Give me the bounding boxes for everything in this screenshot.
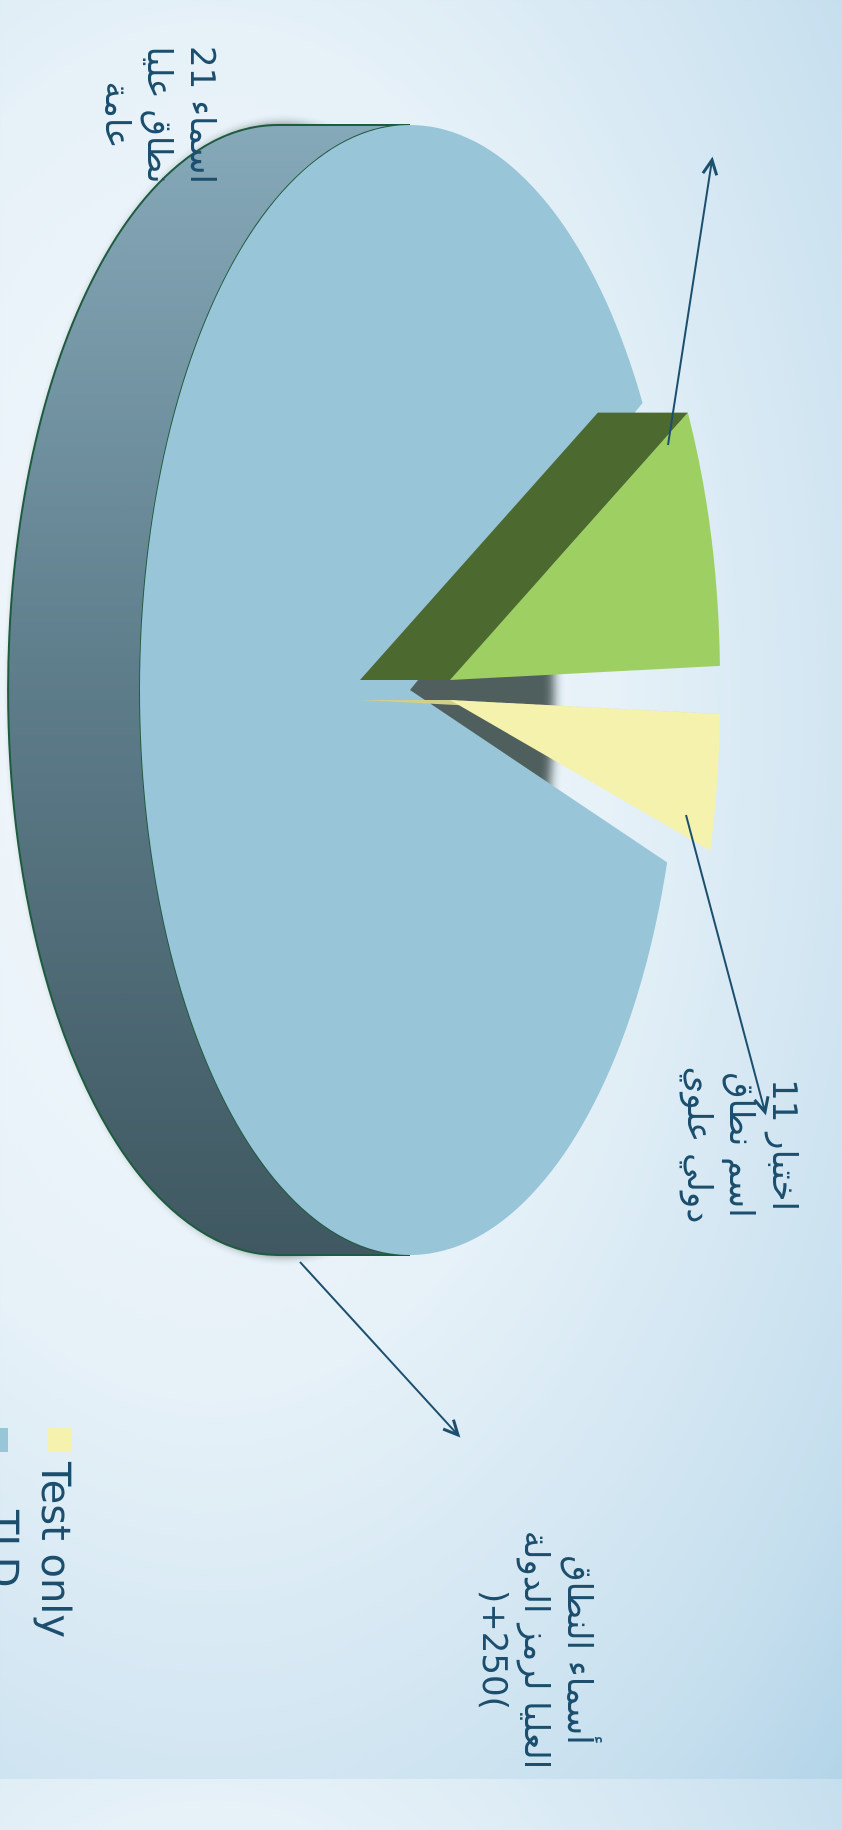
test-callout-arrow-head [753,1096,770,1116]
gtld-callout-arrow-head [701,156,719,176]
legend-swatch-test [48,1428,72,1452]
gtld-callout-label: 21 اسماء نطاق عليا عامة [97,45,222,184]
cctld-callout-arrow-head [442,1419,461,1438]
cctld-callout-arrow [299,1261,459,1436]
legend-label-tld: TLD [0,1510,26,1588]
legend-swatch-tld [0,1428,8,1452]
slice-gtld [450,412,720,680]
test-callout-arrow [685,814,766,1113]
slice-gtld-side [360,412,688,680]
slice-test [450,700,720,851]
cctld-callout-label: أسماء النطاق العليا لرمز الدولة )+250( [474,1530,599,1770]
legend-label-test: Test only [32,1462,78,1639]
test-callout-label: اختبار 11 اسم نطاق دولي علوي [679,1066,804,1224]
gtld-callout-arrow [667,159,713,446]
slice-cctld [140,124,668,1255]
pie-chart [7,124,770,1438]
